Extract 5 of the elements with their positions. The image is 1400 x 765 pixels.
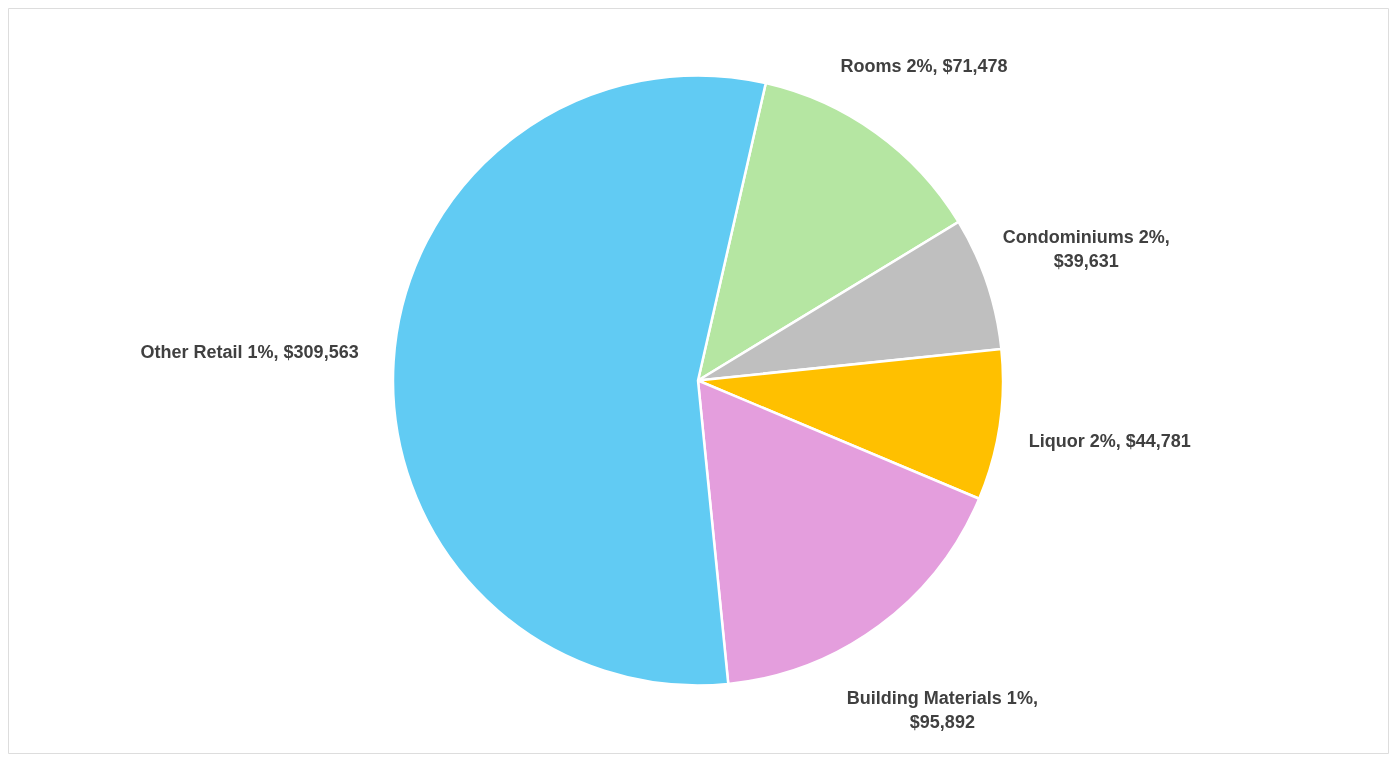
slice-label: Other Retail 1%, $309,563 bbox=[140, 341, 359, 362]
slice-label: Rooms 2%, $71,478 bbox=[840, 55, 1008, 76]
slice-label: Liquor 2%, $44,781 bbox=[1028, 430, 1191, 451]
slice-label: Condominiums 2%, $39,631 bbox=[1002, 226, 1170, 271]
slice-label: Building Materials 1%, $95,892 bbox=[846, 688, 1038, 733]
